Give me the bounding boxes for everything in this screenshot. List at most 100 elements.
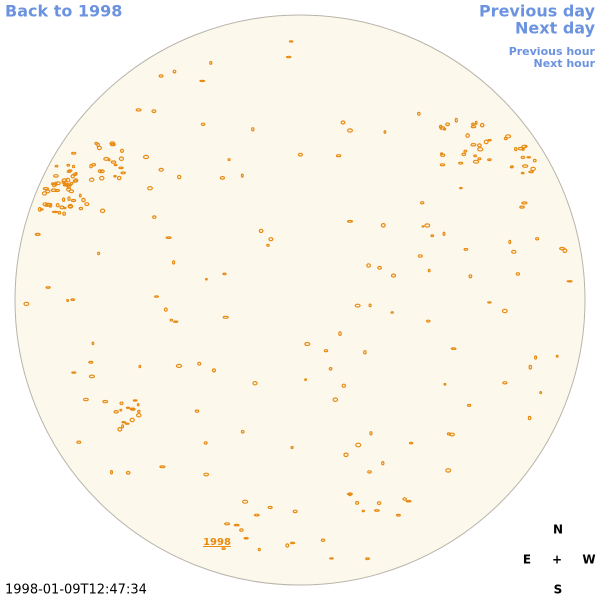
feature-contour [94,141,99,145]
feature-contour [172,69,177,74]
next-hour-link[interactable]: Next hour [534,57,596,70]
feature-contour [424,223,431,228]
feature-contour [251,127,255,132]
feature-contour [113,174,117,178]
feature-contour [66,163,71,167]
feature-contour [71,164,76,169]
feature-contour [297,152,303,157]
feature-contour [289,541,296,545]
feature-contour [158,167,164,172]
feature-contour [449,432,456,437]
feature-contour [346,492,353,496]
feature-contour [154,295,160,298]
feature-contour [502,381,508,385]
feature-contour [346,219,354,223]
feature-contour [511,249,517,254]
feature-contour [520,171,525,175]
feature-contour [120,171,127,175]
feature-contour [459,186,463,190]
feature-contour [408,441,414,445]
feature-contour [147,185,153,191]
compass-south: S [554,583,563,597]
feature-contour [151,109,157,114]
feature-contour [233,523,240,527]
feature-contour [335,154,342,158]
feature-contour [55,181,61,186]
feature-contour [239,528,244,532]
feature-contour [365,557,370,561]
timestamp: 1998-01-09T12:47:34 [5,583,147,598]
feature-contour [67,203,74,209]
feature-contour [257,547,261,552]
feature-contour [121,424,125,429]
feature-contour [470,143,477,147]
feature-contour [109,469,113,475]
feature-contour [203,441,208,445]
feature-contour [390,311,394,314]
compass-north: N [553,523,563,537]
feature-contour [62,183,69,187]
feature-contour [125,406,131,409]
compass-center: + [552,553,562,567]
feature-contour [119,148,124,153]
compass-west: W [582,553,595,567]
feature-contour [110,160,117,164]
feature-contour [136,413,142,418]
feature-contour [222,315,229,319]
feature-contour [65,177,71,183]
feature-contour [323,349,329,353]
feature-contour [41,191,48,196]
feature-contour [402,497,407,501]
feature-contour [51,210,59,214]
feature-contour [81,197,86,203]
feature-contour [142,154,150,160]
feature-contour [135,108,142,112]
previous-day-link[interactable]: Previous day [479,2,596,21]
feature-contour [472,159,480,164]
feature-contour [383,130,387,134]
feature-contour [438,124,443,129]
feature-contour [466,403,472,407]
feature-contour [222,272,227,276]
feature-contour [442,231,446,236]
feature-contour [84,202,90,207]
feature-contour [258,228,264,234]
feature-contour [54,188,61,193]
feature-contour [99,208,106,214]
feature-contour [54,181,58,187]
feature-contour [253,513,260,517]
feature-contour [285,543,290,548]
compass-east: E [523,553,531,567]
feature-contour [471,122,475,126]
feature-contour [421,225,425,228]
feature-contour [487,158,492,162]
feature-contour [130,408,136,411]
feature-contour [102,399,109,404]
feature-contour [450,347,457,351]
year-link[interactable]: 1998 [203,537,231,548]
back-link[interactable]: Back to 1998 [5,2,122,21]
feature-contour [539,391,543,395]
feature-contour [240,429,245,434]
feature-contour [175,363,183,368]
feature-contour [534,237,540,241]
previous-hour-link[interactable]: Previous hour [509,45,596,58]
feature-contour [463,247,469,251]
feature-contour [124,422,130,425]
feature-contour [227,158,231,162]
next-day-link[interactable]: Next day [515,19,596,38]
feature-contour [165,236,172,240]
feature-contour [517,146,524,151]
feature-contour [468,274,473,279]
feature-contour [439,163,446,167]
feature-contour [368,303,372,308]
feature-contour [354,303,361,308]
feature-contour [355,442,362,448]
feature-contour [454,117,458,123]
feature-contour [88,374,96,379]
feature-contour [445,468,452,473]
feature-contour [224,522,231,526]
feature-contour [381,461,385,466]
solar-disk [14,14,586,586]
feature-contour [470,125,477,129]
